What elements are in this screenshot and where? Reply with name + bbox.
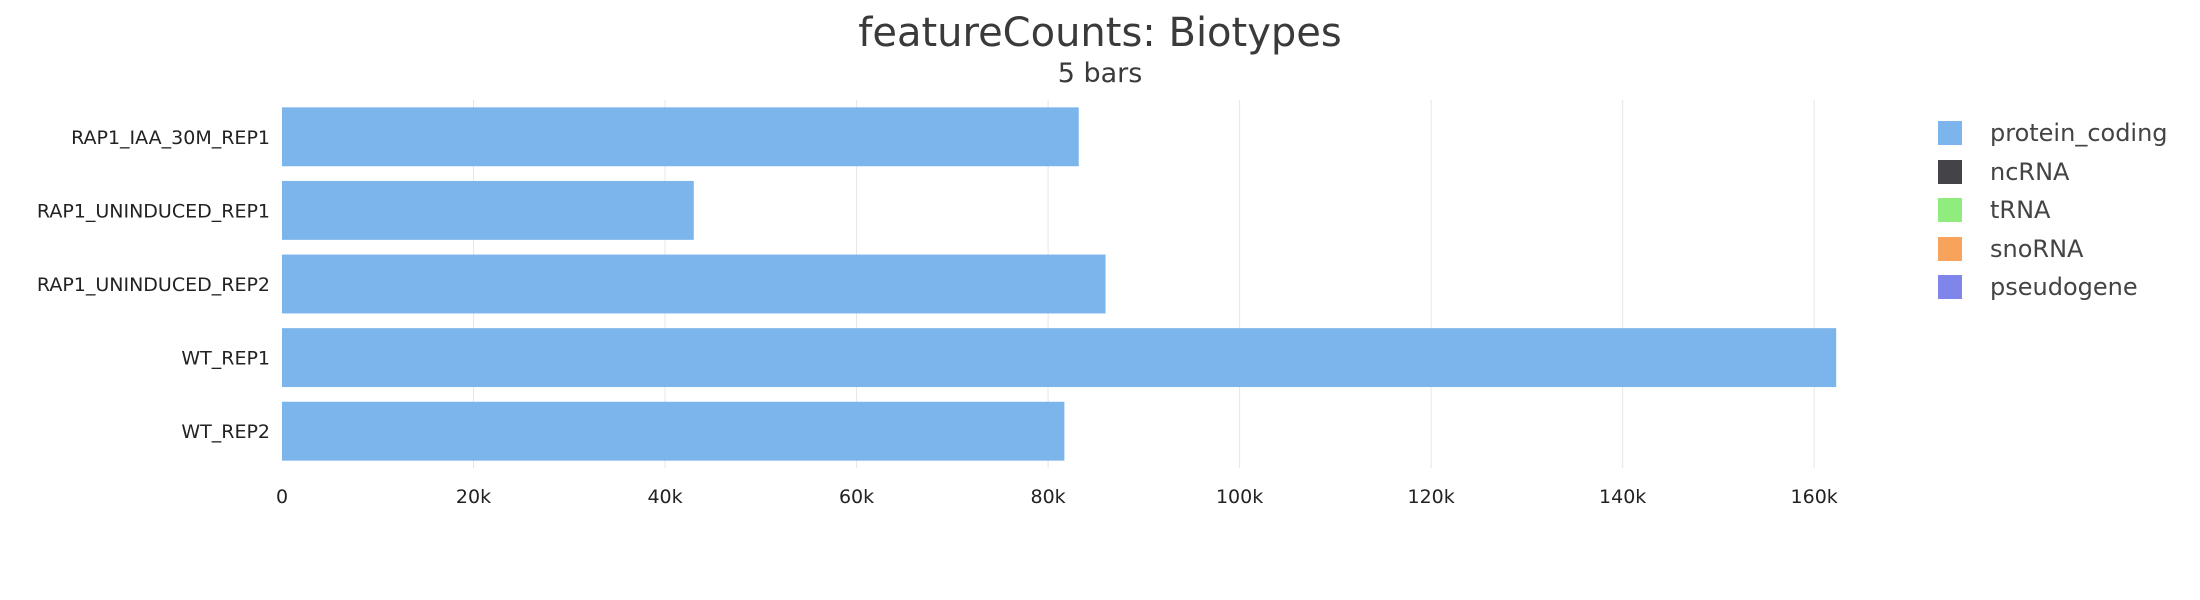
bar-protein_coding-WT_REP1[interactable] <box>282 328 1837 388</box>
x-tick-label: 60k <box>839 486 874 508</box>
legend-swatch <box>1938 159 1962 184</box>
chart-title: featureCounts: Biotypes <box>858 10 1342 56</box>
category-labels: RAP1_IAA_30M_REP1 RAP1_UNINDUCED_REP1 RAP1… <box>37 127 270 443</box>
category-label: WT_REP1 <box>181 348 270 370</box>
bar-protein_coding-RAP1_UNINDUCED_REP2[interactable] <box>282 254 1106 314</box>
category-label: WT_REP2 <box>181 421 270 443</box>
legend-label: tRNA <box>1990 196 2051 225</box>
legend-item-protein_coding[interactable]: protein_coding <box>1938 114 2168 153</box>
legend-label: snoRNA <box>1990 234 2084 263</box>
legend-item-ncRNA[interactable]: ncRNA <box>1938 153 2168 192</box>
x-tick-label: 160k <box>1791 486 1838 508</box>
x-tick-label: 140k <box>1599 486 1646 508</box>
legend-item-tRNA[interactable]: tRNA <box>1938 191 2168 230</box>
legend-item-snoRNA[interactable]: snoRNA <box>1938 230 2168 269</box>
x-tick-label: 100k <box>1216 486 1263 508</box>
category-label: RAP1_IAA_30M_REP1 <box>71 127 270 149</box>
category-label: RAP1_UNINDUCED_REP2 <box>37 274 270 296</box>
bar-protein_coding-RAP1_IAA_30M_REP1[interactable] <box>282 107 1079 167</box>
x-tick-label: 120k <box>1407 486 1454 508</box>
legend-swatch <box>1938 236 1962 261</box>
legend-swatch <box>1938 198 1962 223</box>
legend-label: protein_coding <box>1990 119 2168 148</box>
x-tick-label: 20k <box>456 486 491 508</box>
bars <box>282 107 1837 461</box>
x-axis-tick-labels: 0 20k 40k 60k 80k 100k 120k 140k 160k <box>276 486 1838 508</box>
legend-swatch <box>1938 275 1962 300</box>
x-tick-label: 0 <box>276 486 288 508</box>
x-tick-label: 80k <box>1030 486 1065 508</box>
legend-item-pseudogene[interactable]: pseudogene <box>1938 268 2168 307</box>
legend: protein_coding ncRNA tRNA snoRNA pseudogene <box>1938 114 2168 307</box>
bar-protein_coding-RAP1_UNINDUCED_REP1[interactable] <box>282 180 694 240</box>
x-tick-label: 40k <box>647 486 682 508</box>
category-label: RAP1_UNINDUCED_REP1 <box>37 200 270 222</box>
legend-label: ncRNA <box>1990 157 2070 186</box>
bar-protein_coding-WT_REP2[interactable] <box>282 401 1065 461</box>
legend-label: pseudogene <box>1990 273 2138 302</box>
chart-subtitle: 5 bars <box>1057 58 1143 89</box>
legend-swatch <box>1938 121 1962 146</box>
